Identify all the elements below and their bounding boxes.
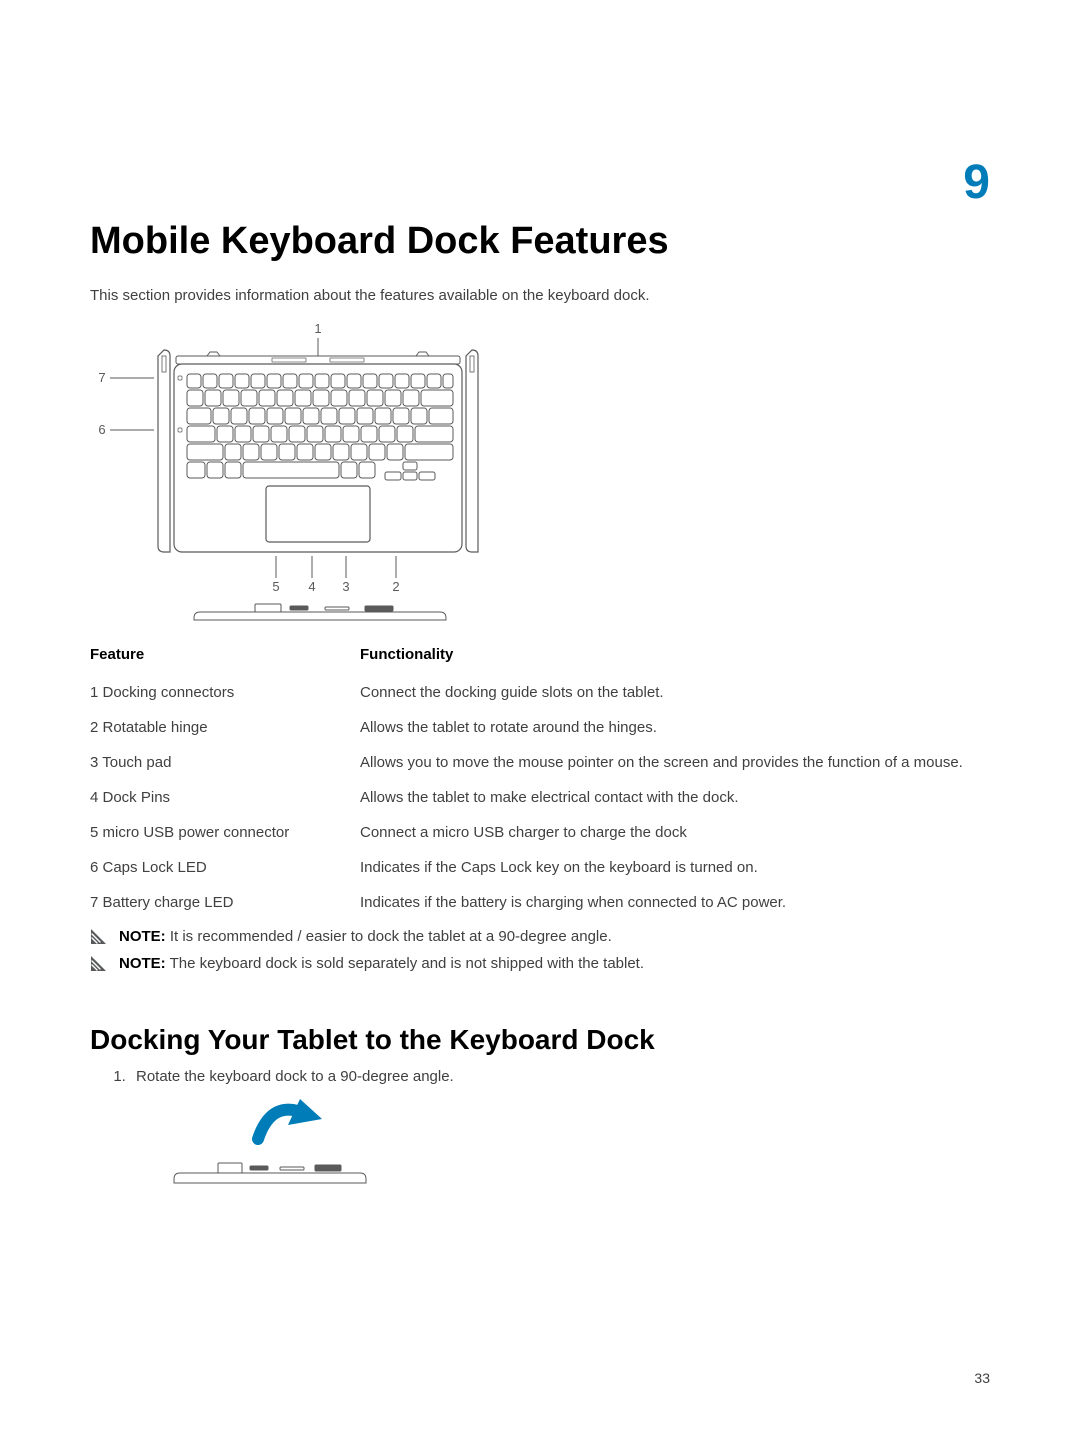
callout-5: 5 — [272, 579, 279, 594]
step-diagram — [160, 1089, 380, 1189]
callout-1: 1 — [314, 321, 321, 336]
callout-6: 6 — [98, 422, 105, 437]
features-table: Feature Functionality 1 Docking connecto… — [90, 638, 990, 920]
chapter-title: Mobile Keyboard Dock Features — [90, 220, 990, 263]
header-functionality: Functionality — [360, 638, 990, 675]
table-row: 3 Touch padAllows you to move the mouse … — [90, 745, 990, 780]
note-text: NOTE: The keyboard dock is sold separate… — [119, 953, 644, 974]
step-list: Rotate the keyboard dock to a 90-degree … — [90, 1068, 990, 1085]
callout-7: 7 — [98, 370, 105, 385]
page-number: 33 — [974, 1370, 990, 1386]
section-title: Docking Your Tablet to the Keyboard Dock — [90, 1024, 990, 1056]
page-container: 9 Mobile Keyboard Dock Features This sec… — [0, 0, 1080, 1434]
table-row: 6 Caps Lock LEDIndicates if the Caps Loc… — [90, 850, 990, 885]
table-row: 2 Rotatable hingeAllows the tablet to ro… — [90, 710, 990, 745]
note-icon — [90, 955, 107, 972]
header-feature: Feature — [90, 638, 360, 675]
note-text: NOTE: It is recommended / easier to dock… — [119, 926, 612, 947]
table-row: 4 Dock PinsAllows the tablet to make ele… — [90, 780, 990, 815]
step-item: Rotate the keyboard dock to a 90-degree … — [130, 1068, 990, 1085]
table-row: 1 Docking connectorsConnect the docking … — [90, 675, 990, 710]
note-icon — [90, 928, 107, 945]
callout-4: 4 — [308, 579, 315, 594]
callout-2: 2 — [392, 579, 399, 594]
note-block: NOTE: The keyboard dock is sold separate… — [90, 953, 990, 974]
chapter-number: 9 — [963, 155, 990, 210]
keyboard-dock-diagram: 1 7 6 — [90, 316, 520, 626]
note-block: NOTE: It is recommended / easier to dock… — [90, 926, 990, 947]
callout-3: 3 — [342, 579, 349, 594]
table-row: 5 micro USB power connectorConnect a mic… — [90, 815, 990, 850]
table-row: 7 Battery charge LEDIndicates if the bat… — [90, 885, 990, 920]
keyboard-dock-svg: 1 7 6 — [90, 316, 520, 626]
intro-paragraph: This section provides information about … — [90, 285, 990, 308]
